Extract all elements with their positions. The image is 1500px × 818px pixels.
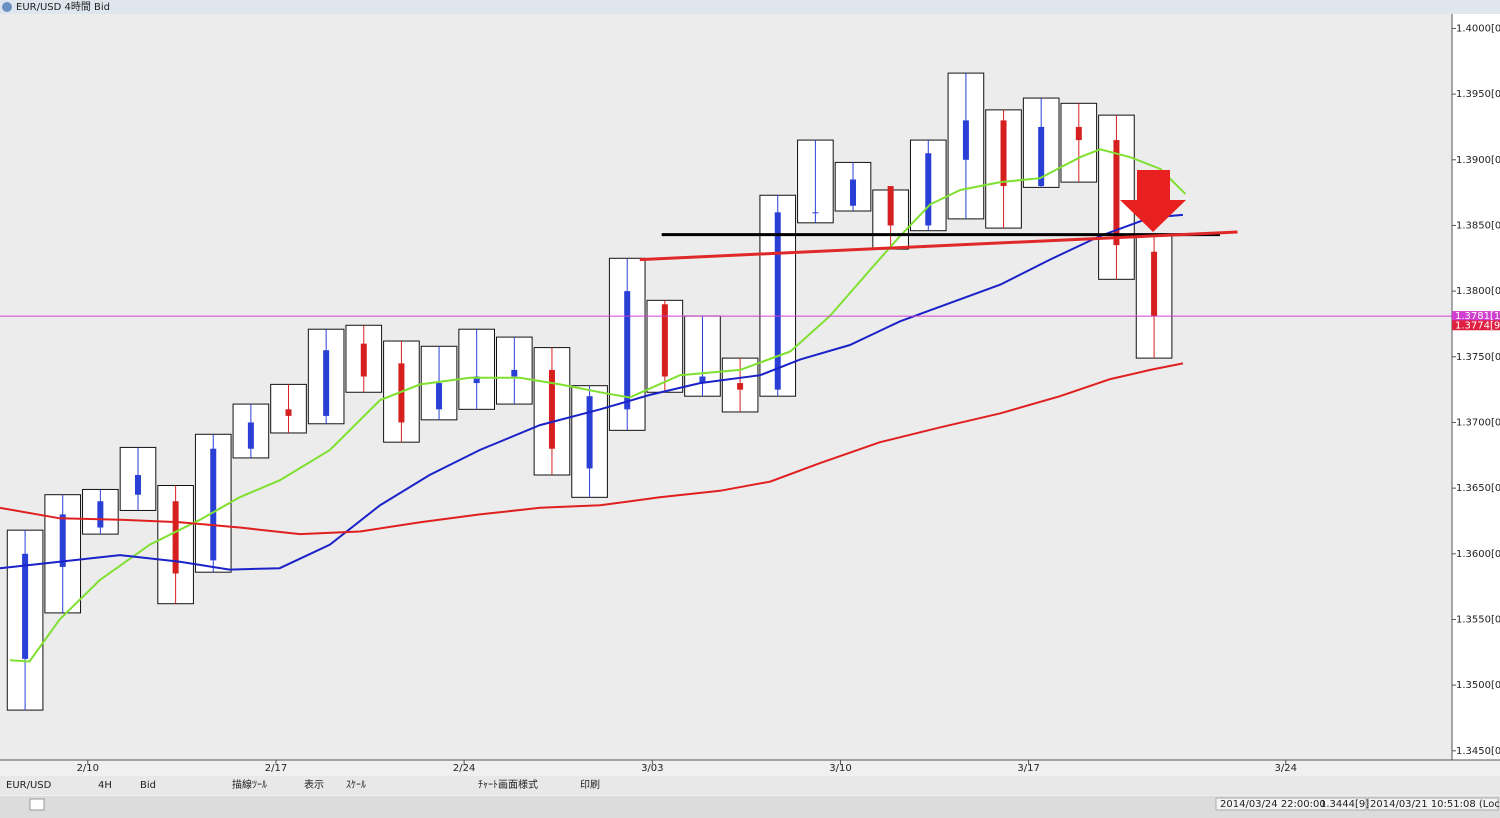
candle-body (22, 553, 29, 659)
candle-body (473, 376, 480, 384)
price-label: 1.3774[9] (1455, 320, 1500, 331)
y-tick-label: 1.3850[0] (1456, 220, 1500, 231)
moving-average (0, 213, 1183, 571)
price-label-box (1452, 320, 1500, 331)
status-price: 1.3444[9] (1320, 799, 1369, 810)
candle-body (285, 409, 292, 416)
candle-body (1075, 126, 1082, 141)
toolbar-button[interactable]: 4H (98, 780, 112, 791)
trend-line (639, 230, 1238, 262)
price-label: 1.3781[1] (1455, 311, 1500, 322)
candle-body (887, 186, 894, 226)
x-tick-label: 2/17 (265, 763, 287, 774)
candle-body (511, 369, 518, 377)
candle-body (699, 376, 706, 384)
y-tick-label: 1.3800[0] (1456, 286, 1500, 297)
candle-body (661, 304, 668, 377)
candle-body (59, 514, 66, 567)
y-tick-label: 1.3950[0] (1456, 89, 1500, 100)
toolbar-button[interactable]: 印刷 (580, 779, 600, 791)
toolbar-button[interactable]: 表示 (304, 778, 324, 791)
moving-average (9, 148, 1187, 663)
x-tick-label: 2/10 (77, 763, 99, 774)
price-label-box (1452, 311, 1500, 322)
toolbar-button[interactable]: 描線ﾂｰﾙ (232, 778, 267, 791)
x-tick-label: 3/10 (829, 763, 851, 774)
arrow-annotation (1120, 170, 1186, 232)
candle-body (1038, 126, 1045, 187)
candle-body (850, 179, 857, 206)
y-tick-label: 1.3700[0] (1456, 417, 1500, 428)
candle-body (586, 396, 593, 469)
x-tick-label: 2/24 (453, 763, 475, 774)
candle-body (210, 448, 217, 561)
candle-body (97, 501, 104, 528)
candle-body (925, 153, 932, 226)
status-field (1367, 797, 1499, 811)
x-tick-label: 3/24 (1275, 763, 1297, 774)
y-tick-label: 1.3900[0] (1456, 155, 1500, 166)
candle-body (548, 369, 555, 449)
toolbar-button[interactable]: EUR/USD (6, 780, 52, 791)
status-time: 2014/03/24 22:00:00 (1220, 799, 1326, 810)
app-icon (2, 2, 12, 12)
candle-body (247, 422, 254, 449)
candle-body (812, 212, 819, 214)
status-bar (0, 796, 1500, 818)
candle-body (1113, 140, 1120, 246)
y-tick-label: 1.3600[0] (1456, 549, 1500, 560)
chart: 1.4000[0] 1.3950[0] 1.3900[0] 1.3850[0] 1.38… (0, 23, 1500, 774)
candle-body (323, 350, 330, 416)
status-local: 2014/03/21 10:51:08 (Local) (1370, 799, 1500, 810)
scroll-thumb[interactable] (29, 798, 45, 811)
candle-body (398, 363, 405, 423)
candle-body (360, 343, 367, 377)
toolbar-button[interactable]: ｽｹｰﾙ (346, 779, 366, 791)
candle-body (134, 474, 141, 495)
candle-body (1000, 120, 1007, 187)
moving-average (0, 362, 1184, 536)
window-title: EUR/USD 4時間 Bid (16, 1, 110, 13)
candle-body (172, 501, 179, 574)
title-bar (0, 0, 1500, 14)
status-field (1215, 797, 1367, 811)
candle-body (737, 383, 744, 390)
toolbar-items: EUR/USD 4H Bid 描線ﾂｰﾙ 表示 ｽｹｰﾙ ﾁｬｰﾄ画面様式 印刷 (6, 778, 600, 791)
x-tick-label: 3/17 (1017, 763, 1039, 774)
y-tick-label: 1.4000[0] (1456, 23, 1500, 34)
toolbar-button[interactable]: Bid (140, 780, 156, 791)
y-tick-label: 1.3550[0] (1456, 614, 1500, 625)
candle-body (774, 212, 781, 390)
toolbar-button[interactable]: ﾁｬｰﾄ画面様式 (478, 778, 538, 791)
candle-body (1151, 251, 1158, 317)
y-tick-label: 1.3650[0] (1456, 483, 1500, 494)
y-tick-label: 1.3750[0] (1456, 352, 1500, 363)
y-tick-label: 1.3450[0] (1456, 746, 1500, 757)
candle-body (962, 120, 969, 160)
price-axis (1452, 14, 1500, 760)
toolbar (0, 776, 1500, 795)
candle-body (436, 383, 443, 410)
x-tick-label: 3/03 (641, 763, 663, 774)
y-tick-label: 1.3500[0] (1456, 680, 1500, 691)
candle-body (624, 291, 631, 410)
